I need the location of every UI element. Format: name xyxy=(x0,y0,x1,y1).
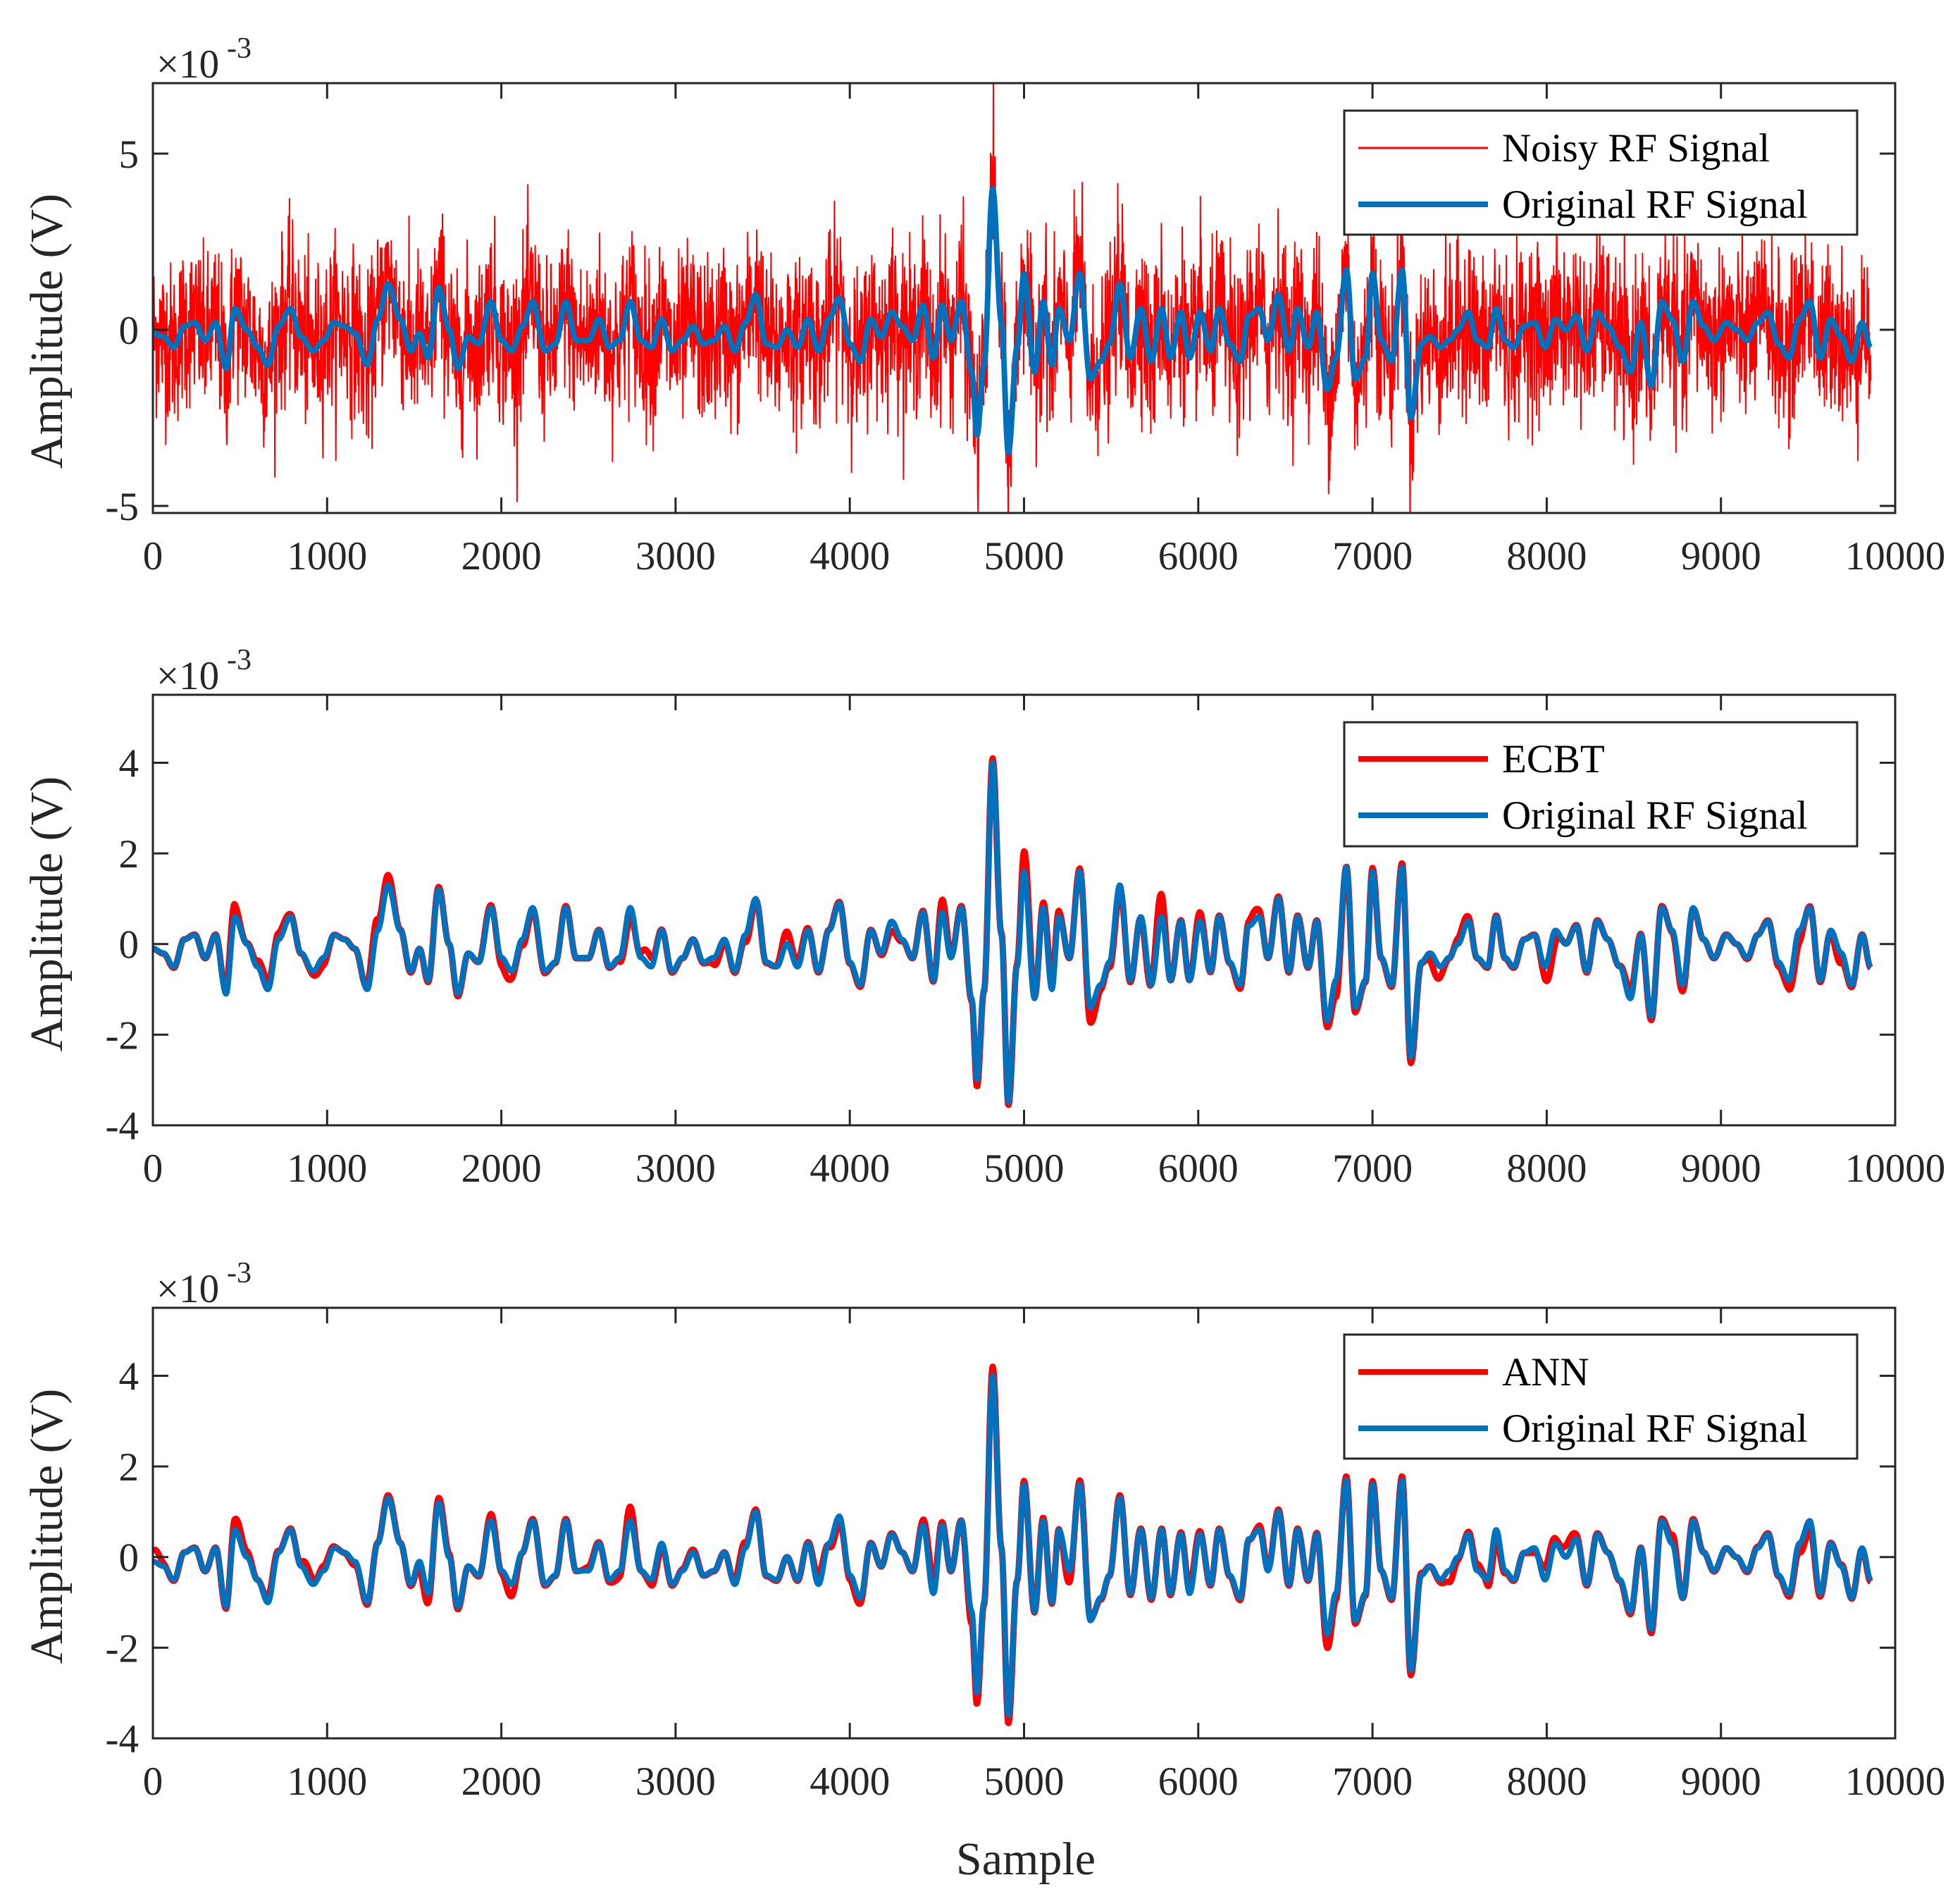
x-tick-label: 7000 xyxy=(1332,1146,1413,1191)
x-tick-label: 3000 xyxy=(635,1146,716,1191)
y-exponent-power: -3 xyxy=(227,32,252,65)
x-tick-label: 2000 xyxy=(461,1146,542,1191)
plot-area xyxy=(153,83,1873,513)
y-tick-label: -2 xyxy=(106,1013,139,1058)
y-exponent-power: -3 xyxy=(227,1257,252,1289)
legend-label-original: Original RF Signal xyxy=(1502,793,1808,838)
x-tick-label: 4000 xyxy=(810,534,890,579)
legend-label-original: Original RF Signal xyxy=(1502,1406,1808,1451)
legend-box xyxy=(1343,1333,1859,1460)
x-tick-label: 2000 xyxy=(461,534,542,579)
x-tick-label: 1000 xyxy=(287,534,367,579)
x-tick-label: 1000 xyxy=(287,1146,367,1191)
legend-label-noisy: Noisy RF Signal xyxy=(1502,126,1770,171)
y-axis-label: Amplitude (V) xyxy=(21,777,73,1051)
y-tick-label: -5 xyxy=(106,485,139,529)
x-tick-label: 5000 xyxy=(984,1759,1065,1804)
series-line-original-rf-signal xyxy=(153,1373,1873,1719)
y-axis-label: Amplitude (V) xyxy=(21,1389,73,1664)
y-tick-label: 2 xyxy=(119,1445,139,1490)
x-tick-label: 2000 xyxy=(461,1759,542,1804)
x-tick-label: 9000 xyxy=(1681,534,1761,579)
y-tick-label: 0 xyxy=(119,923,139,967)
x-axis-label: Sample xyxy=(956,1833,1096,1885)
x-tick-label: 8000 xyxy=(1506,1759,1587,1804)
series-line-original-rf-signal xyxy=(153,186,1873,456)
x-tick-label: 10000 xyxy=(1845,1146,1946,1191)
x-tick-label: 10000 xyxy=(1845,1759,1946,1804)
x-tick-label: 5000 xyxy=(984,1146,1065,1191)
x-tick-label: 6000 xyxy=(1158,1759,1239,1804)
x-tick-label: 10000 xyxy=(1845,534,1946,579)
legend: Noisy RF Signal Original RF Signal xyxy=(1343,109,1859,236)
x-tick-label: 6000 xyxy=(1158,534,1239,579)
y-tick-label: 5 xyxy=(119,132,139,177)
legend-box xyxy=(1343,721,1859,848)
legend: ANN Original RF Signal xyxy=(1343,1333,1859,1460)
y-tick-label: -4 xyxy=(106,1717,139,1762)
x-tick-label: 4000 xyxy=(810,1759,890,1804)
y-tick-label: 0 xyxy=(119,309,139,353)
series-line-original-rf-signal xyxy=(153,760,1873,1106)
x-tick-label: 0 xyxy=(143,534,163,579)
x-tick-label: 9000 xyxy=(1681,1759,1761,1804)
legend-label-original: Original RF Signal xyxy=(1502,183,1808,227)
x-tick-label: 5000 xyxy=(984,534,1065,579)
panel-ecbt-vs-original: ×10 -3 Amplitude (V) 0 1000 2000 3000 4000 50… xyxy=(21,644,1945,1191)
x-tick-label: 3000 xyxy=(635,534,716,579)
x-tick-label: 6000 xyxy=(1158,1146,1239,1191)
y-tick-label: 4 xyxy=(119,1354,139,1399)
x-tick-label: 0 xyxy=(143,1759,163,1804)
y-exponent-label: ×10 xyxy=(156,1267,219,1311)
plot-area xyxy=(153,755,1873,1108)
legend-box xyxy=(1343,109,1859,236)
y-tick-label: 2 xyxy=(119,832,139,877)
x-tick-label: 7000 xyxy=(1332,534,1413,579)
y-tick-label: 4 xyxy=(119,741,139,786)
x-tick-label: 8000 xyxy=(1506,1146,1587,1191)
legend-label-ann: ANN xyxy=(1502,1350,1589,1394)
x-tick-label: 9000 xyxy=(1681,1146,1761,1191)
y-tick-label: -4 xyxy=(106,1104,139,1149)
panel-ann-vs-original: ×10 -3 Amplitude (V) Sample 0 1000 2000 300… xyxy=(21,1257,1945,1885)
plot-area xyxy=(153,1363,1873,1726)
y-exponent-power: -3 xyxy=(227,644,252,676)
y-tick-label: 0 xyxy=(119,1536,139,1581)
x-tick-label: 4000 xyxy=(810,1146,890,1191)
y-exponent-label: ×10 xyxy=(156,42,219,87)
x-tick-label: 1000 xyxy=(287,1759,367,1804)
panel-noisy-vs-original: ×10 -3 Amplitude (V) 0 1000 2000 3000 4000 50… xyxy=(21,32,1945,579)
y-axis-label: Amplitude (V) xyxy=(21,194,73,469)
y-exponent-label: ×10 xyxy=(156,654,219,698)
x-tick-label: 0 xyxy=(143,1146,163,1191)
legend: ECBT Original RF Signal xyxy=(1343,721,1859,848)
y-tick-label: -2 xyxy=(106,1626,139,1671)
legend-label-ecbt: ECBT xyxy=(1502,737,1605,781)
x-tick-label: 3000 xyxy=(635,1759,716,1804)
x-tick-label: 8000 xyxy=(1506,534,1587,579)
x-tick-label: 7000 xyxy=(1332,1759,1413,1804)
